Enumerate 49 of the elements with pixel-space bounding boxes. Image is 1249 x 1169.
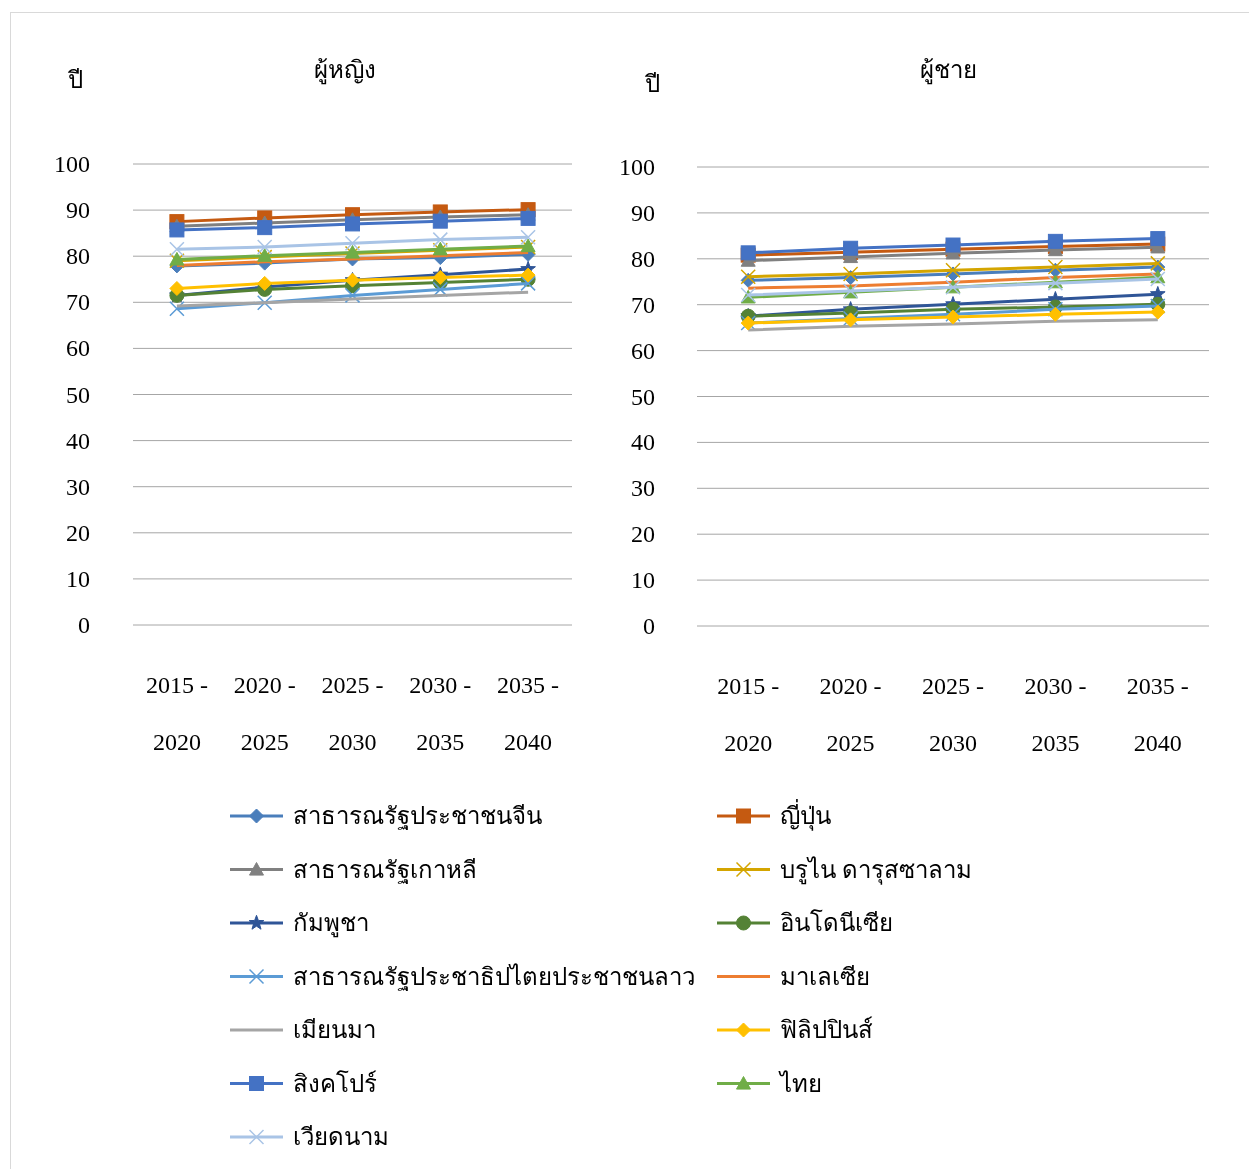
- y-tick-label: 50: [631, 383, 655, 410]
- category-label: 2035 - 2040: [1126, 673, 1189, 756]
- y-tick-label: 30: [66, 473, 90, 500]
- title: ผู้หญิง: [314, 57, 376, 83]
- legend-label: ญี่ปุ่น: [780, 799, 831, 831]
- ylabel: ปี: [67, 67, 83, 93]
- y-tick-label: 80: [631, 245, 655, 272]
- category-label: 2025 - 2030: [922, 673, 984, 756]
- ylabel: ปี: [644, 71, 660, 97]
- y-tick-label: 40: [631, 429, 655, 456]
- y-tick-label: 0: [643, 613, 655, 639]
- legend-label: สาธารณรัฐประชาชนจีน: [293, 803, 542, 830]
- legend-label: เมียนมา: [293, 1017, 376, 1043]
- y-tick-label: 10: [631, 567, 655, 594]
- legend-label: อินโดนีเซีย: [780, 909, 893, 936]
- category-label: 2015 - 2020: [717, 673, 780, 756]
- category-label: 2030 - 2035: [409, 672, 472, 755]
- legend-label: สาธารณรัฐเกาหลี: [293, 856, 477, 884]
- category-label: 2030 - 2035: [1024, 673, 1087, 756]
- legend-label: ฟิลิปปินส์: [780, 1016, 873, 1043]
- y-tick-label: 100: [619, 154, 655, 180]
- y-tick-label: 20: [631, 521, 655, 548]
- legend-label: สาธารณรัฐประชาธิปไตยประชาชนลาว: [293, 962, 695, 991]
- y-tick-label: 50: [66, 381, 90, 408]
- y-tick-label: 70: [631, 291, 655, 318]
- legend-label: เวียดนาม: [293, 1124, 389, 1150]
- y-tick-label: 90: [631, 199, 655, 226]
- category-label: 2020 - 2025: [819, 673, 882, 756]
- category-label: 2025 - 2030: [321, 672, 384, 755]
- category-label: 2035 - 2040: [497, 672, 560, 755]
- y-tick-label: 20: [66, 519, 90, 546]
- title: ผู้ชาย: [919, 57, 977, 83]
- y-tick-label: 60: [631, 337, 655, 364]
- legend-label: กัมพูชา: [293, 910, 369, 938]
- y-tick-label: 30: [631, 475, 655, 502]
- y-tick-label: 10: [66, 565, 90, 592]
- y-tick-label: 80: [66, 243, 90, 270]
- y-tick-label: 60: [66, 335, 90, 362]
- y-tick-label: 40: [66, 427, 90, 454]
- legend-label: บรูไน ดารุสซาลาม: [780, 855, 972, 885]
- y-tick-label: 90: [66, 197, 90, 224]
- legend-label: สิงคโปร์: [293, 1069, 377, 1097]
- y-tick-label: 70: [66, 289, 90, 316]
- legend-label: ไทย: [778, 1069, 822, 1097]
- category-label: 2015 - 2020: [145, 672, 208, 755]
- y-tick-label: 0: [78, 612, 90, 638]
- y-tick-label: 100: [54, 151, 90, 177]
- legend-label: มาเลเซีย: [780, 963, 870, 990]
- category-label: 2020 - 2025: [233, 672, 296, 755]
